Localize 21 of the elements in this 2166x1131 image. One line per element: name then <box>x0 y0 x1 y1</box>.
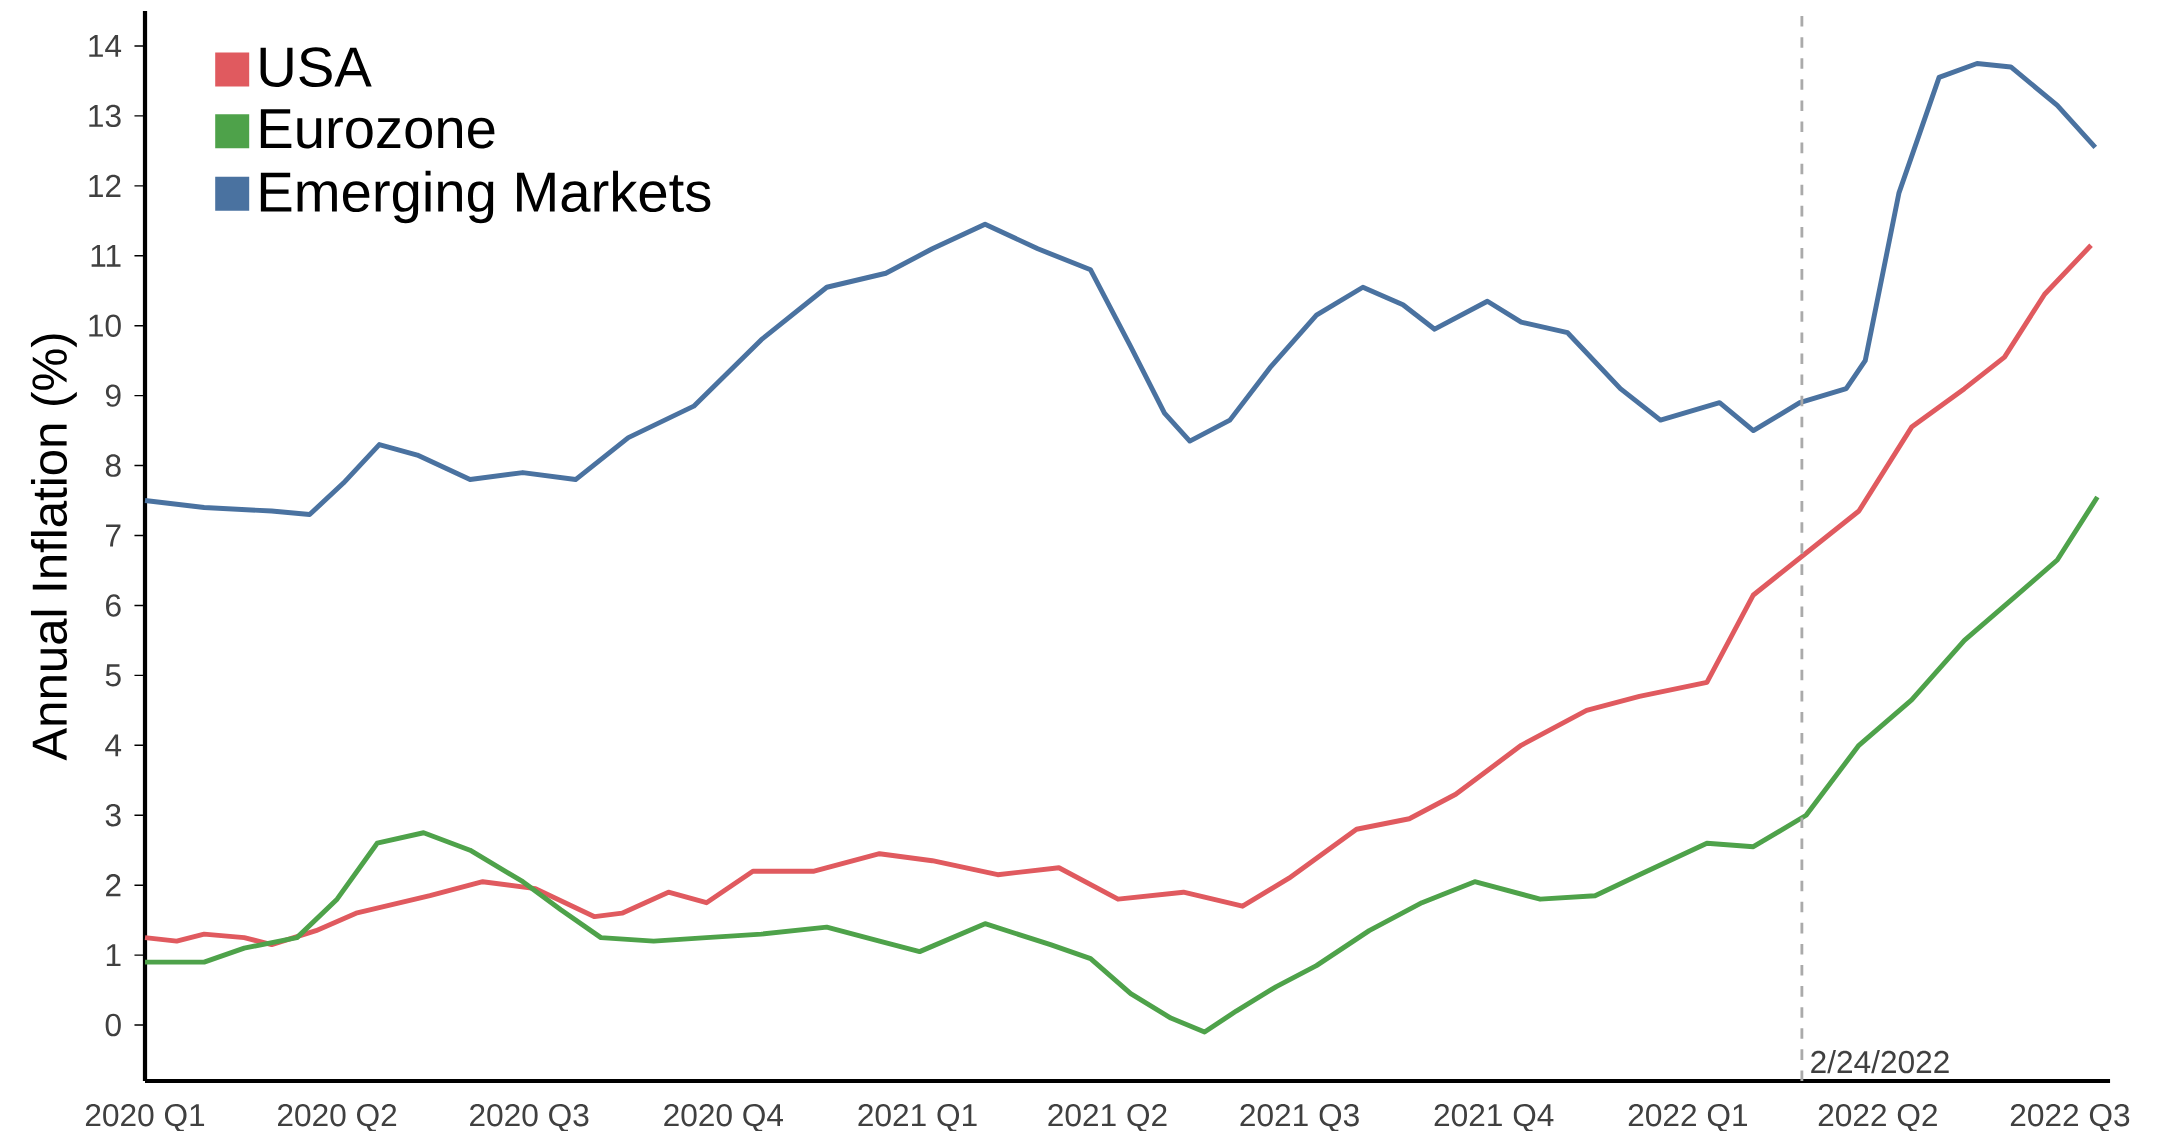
y-tick-label: 4 <box>105 734 122 757</box>
ref-line-label: 2/24/2022 <box>1811 1050 1949 1074</box>
legend-label: Eurozone <box>260 109 495 149</box>
y-tick-label: 0 <box>105 1013 121 1037</box>
y-tick-label: 1 <box>106 944 121 966</box>
y-tick-label: 8 <box>105 454 121 477</box>
legend-label: Emerging Markets <box>260 170 711 224</box>
y-axis-title: Annual Inflation (%) <box>30 334 77 761</box>
y-tick-label: 12 <box>89 174 121 197</box>
y-tick-label: 2 <box>106 874 121 897</box>
y-tick-label: 13 <box>89 104 121 128</box>
y-tick-label: 11 <box>91 244 121 267</box>
y-tick-label: 14 <box>89 35 122 57</box>
y-tick-label: 5 <box>105 664 121 687</box>
y-tick-label: 9 <box>105 384 121 407</box>
y-tick-label: 3 <box>105 804 121 827</box>
y-tick-label: 7 <box>106 524 121 547</box>
legend-label: USA <box>260 47 372 87</box>
y-tick-label: 6 <box>106 594 121 617</box>
y-tick-label: 10 <box>89 314 121 337</box>
line-series <box>142 494 2100 1035</box>
